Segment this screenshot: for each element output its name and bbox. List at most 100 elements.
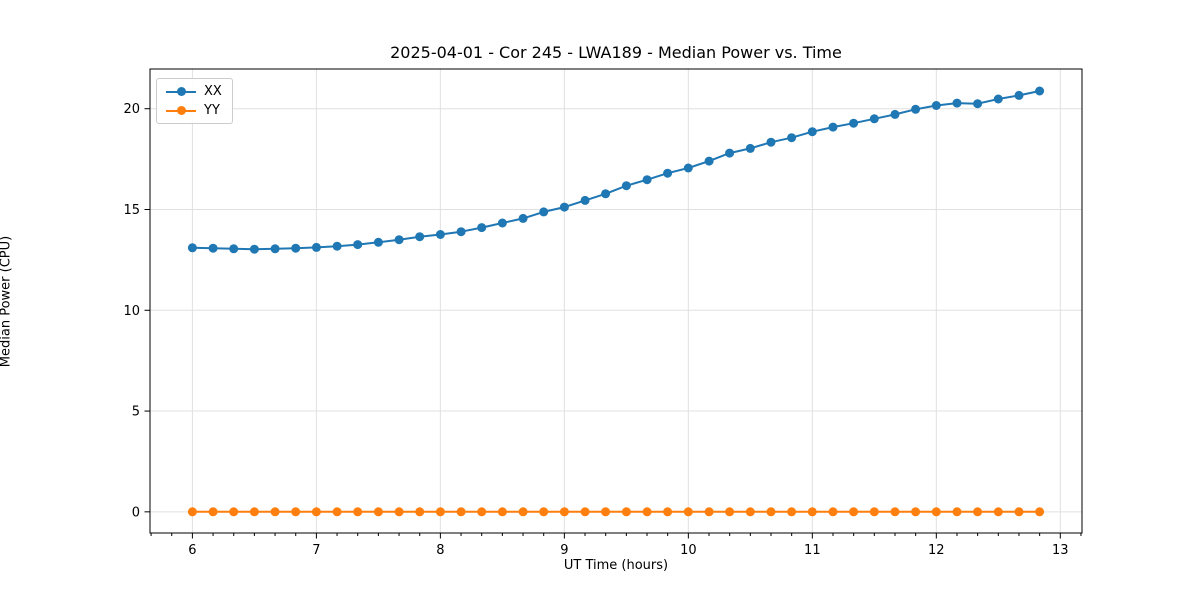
series-yy-marker (642, 507, 652, 517)
x-tick-label: 10 (680, 543, 697, 558)
series-xx-marker (807, 127, 817, 137)
series-yy-marker (539, 507, 549, 517)
legend-marker-icon (177, 87, 186, 96)
series-xx-marker (973, 99, 983, 109)
series-xx-marker (704, 156, 714, 166)
y-tick-label: 0 (132, 505, 140, 520)
series-yy-marker (270, 507, 280, 517)
series-yy-marker (208, 507, 218, 517)
series-xx-marker (456, 227, 466, 237)
series-yy-marker (931, 507, 941, 517)
series-yy-marker (518, 507, 528, 517)
series-yy-marker (332, 507, 342, 517)
series-yy-marker (849, 507, 859, 517)
series-xx-marker (849, 118, 859, 128)
x-axis-label: UT Time (hours) (563, 558, 669, 573)
legend-sample-yy (166, 106, 196, 115)
series-xx-marker (931, 101, 941, 110)
chart-title: 2025-04-01 - Cor 245 - LWA189 - Median P… (390, 43, 842, 62)
x-tick-label: 8 (436, 543, 444, 558)
series-yy-marker (787, 507, 797, 517)
legend-item-yy: YY (166, 104, 222, 117)
series-xx-marker (911, 104, 921, 114)
series-xx-marker (518, 213, 528, 223)
series-yy-marker (580, 507, 590, 517)
series-yy-marker (353, 507, 363, 517)
series-yy-marker (663, 507, 673, 517)
y-tick-label: 5 (132, 405, 140, 420)
series-yy-marker (869, 507, 879, 517)
series-yy-marker (373, 507, 383, 517)
series-yy-marker (1014, 507, 1024, 517)
y-tick-label: 10 (123, 304, 140, 319)
series-yy-marker (745, 507, 755, 517)
series-yy-marker (291, 507, 301, 517)
series-yy-marker (249, 507, 259, 517)
series-xx-marker (787, 133, 797, 143)
series-yy-marker (725, 507, 735, 517)
series-xx-marker (828, 122, 838, 132)
y-tick-label: 20 (123, 102, 140, 117)
series-xx-marker (745, 143, 755, 153)
series-yy-marker (807, 507, 817, 517)
series-yy-marker (952, 507, 962, 517)
series-xx-marker (890, 109, 900, 119)
series-xx-marker (353, 240, 363, 250)
series-xx-marker (869, 114, 879, 124)
series-xx-marker (477, 223, 487, 233)
series-yy-marker (456, 507, 466, 517)
axes-frame (149, 68, 1083, 534)
legend: XX YY (156, 78, 233, 124)
legend-marker-icon (177, 106, 186, 115)
series-yy-marker (435, 507, 445, 517)
legend-label-xx: XX (204, 84, 222, 99)
series-xx-marker (539, 207, 549, 217)
y-axis-label: Median Power (CPU) (0, 235, 14, 368)
series-xx-marker (683, 163, 693, 173)
series-xx-marker (993, 94, 1003, 104)
series-xx-marker (291, 243, 301, 253)
y-tick-label: 15 (123, 203, 140, 218)
series-yy-marker (311, 507, 321, 517)
series-xx-marker (229, 244, 239, 254)
series-yy-marker (1035, 507, 1045, 517)
series-xx-marker (208, 243, 218, 253)
x-tick-label: 9 (560, 543, 568, 558)
series-xx-marker (270, 244, 280, 254)
series-xx-marker (601, 189, 611, 199)
x-tick-label: 13 (1052, 543, 1069, 558)
series-xx-marker (415, 232, 425, 242)
series-xx-marker (187, 243, 197, 253)
series-yy-marker (911, 507, 921, 517)
series-xx-marker (497, 218, 507, 228)
series-xx-marker (725, 148, 735, 158)
x-tick-label: 11 (804, 543, 821, 558)
series-yy-marker (559, 507, 569, 517)
series-xx-marker (559, 202, 569, 212)
series-yy-marker (229, 507, 239, 517)
series-xx-marker (642, 175, 652, 185)
series-yy-marker (828, 507, 838, 517)
series-xx-marker (952, 98, 962, 108)
legend-label-yy: YY (204, 103, 220, 118)
legend-item-xx: XX (166, 85, 222, 98)
series-yy-marker (890, 507, 900, 517)
series-yy-marker (683, 507, 693, 517)
legend-sample-xx (166, 87, 196, 96)
series-yy-marker (973, 507, 983, 517)
series-yy-marker (993, 507, 1003, 517)
series-yy-marker (704, 507, 714, 517)
series-xx-marker (580, 195, 590, 205)
series-xx-marker (332, 241, 342, 251)
series-xx-line (192, 90, 1040, 251)
series-xx-marker (621, 181, 631, 191)
x-tick-label: 6 (188, 543, 196, 558)
series-yy-marker (415, 507, 425, 517)
series-yy-marker (497, 507, 507, 517)
series-xx-marker (1014, 90, 1024, 100)
series-yy-marker (187, 507, 197, 517)
series-xx-marker (663, 168, 673, 178)
series-xx-marker (394, 235, 404, 245)
